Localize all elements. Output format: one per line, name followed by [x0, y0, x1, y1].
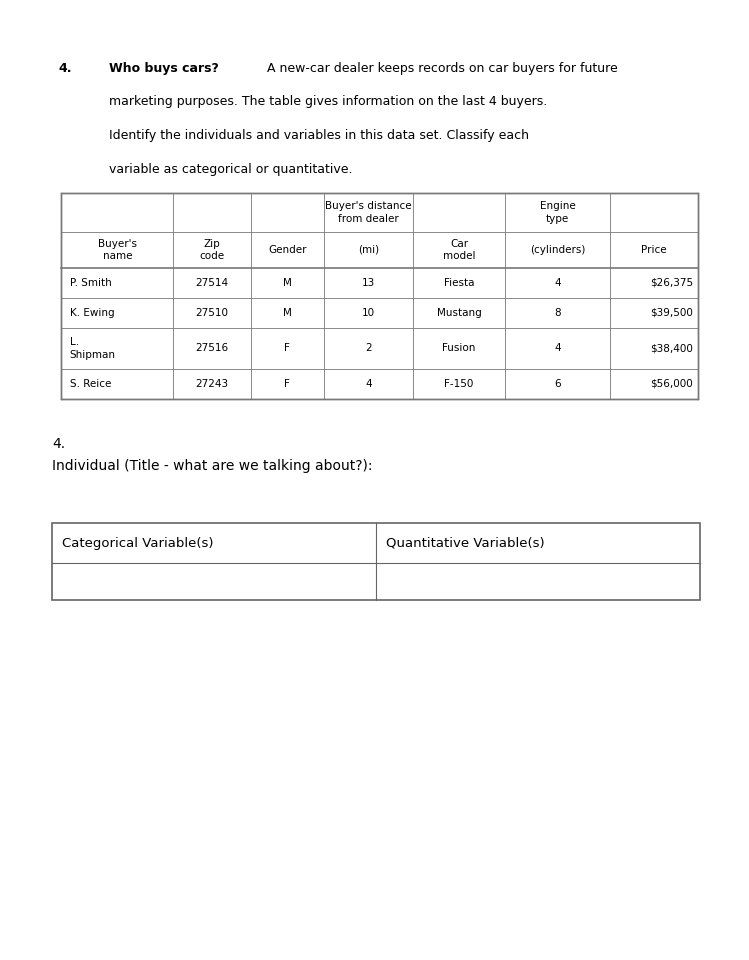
- Text: 6: 6: [554, 379, 561, 389]
- Text: M: M: [283, 308, 291, 318]
- Text: 4: 4: [365, 379, 372, 389]
- Text: Mustang: Mustang: [437, 308, 482, 318]
- Text: $56,000: $56,000: [650, 379, 693, 389]
- Text: 2: 2: [365, 344, 372, 353]
- Text: $39,500: $39,500: [650, 308, 693, 318]
- Text: Fusion: Fusion: [443, 344, 476, 353]
- Text: (cylinders): (cylinders): [530, 245, 585, 255]
- Text: P. Smith: P. Smith: [70, 277, 112, 288]
- Text: 4: 4: [554, 344, 561, 353]
- Text: 27510: 27510: [195, 308, 228, 318]
- Text: Car
model: Car model: [443, 239, 476, 261]
- Text: F: F: [285, 379, 290, 389]
- Text: Gender: Gender: [268, 245, 306, 255]
- Text: (mi): (mi): [358, 245, 379, 255]
- Text: K. Ewing: K. Ewing: [70, 308, 114, 318]
- Text: 27516: 27516: [195, 344, 228, 353]
- Text: Who buys cars?: Who buys cars?: [109, 61, 219, 75]
- Text: 4.: 4.: [58, 61, 72, 75]
- Text: 4.: 4.: [52, 437, 66, 451]
- Text: A new-car dealer keeps records on car buyers for future: A new-car dealer keeps records on car bu…: [267, 61, 618, 75]
- Text: 27243: 27243: [195, 379, 228, 389]
- Text: F-150: F-150: [444, 379, 474, 389]
- Text: Buyer's distance
from dealer: Buyer's distance from dealer: [325, 202, 412, 224]
- Text: Engine
type: Engine type: [539, 202, 575, 224]
- Text: 13: 13: [362, 277, 375, 288]
- Text: 27514: 27514: [195, 277, 228, 288]
- Bar: [61, 193, 698, 399]
- Text: Price: Price: [641, 245, 667, 255]
- Text: Individual (Title - what are we talking about?):: Individual (Title - what are we talking …: [52, 459, 373, 473]
- Text: 10: 10: [362, 308, 375, 318]
- Text: L.
Shipman: L. Shipman: [70, 337, 115, 360]
- Text: 8: 8: [554, 308, 561, 318]
- Text: Categorical Variable(s): Categorical Variable(s): [62, 537, 213, 550]
- Text: S. Reice: S. Reice: [70, 379, 111, 389]
- Text: F: F: [285, 344, 290, 353]
- Text: marketing purposes. The table gives information on the last 4 buyers.: marketing purposes. The table gives info…: [109, 95, 547, 108]
- Text: variable as categorical or quantitative.: variable as categorical or quantitative.: [109, 163, 352, 176]
- Text: $26,375: $26,375: [650, 277, 693, 288]
- Text: 4: 4: [554, 277, 561, 288]
- Text: Buyer's
name: Buyer's name: [98, 239, 137, 261]
- Text: Fiesta: Fiesta: [444, 277, 474, 288]
- Text: Zip
code: Zip code: [199, 239, 225, 261]
- Text: M: M: [283, 277, 291, 288]
- Text: $38,400: $38,400: [650, 344, 693, 353]
- Text: Identify the individuals and variables in this data set. Classify each: Identify the individuals and variables i…: [109, 130, 529, 142]
- Text: Quantitative Variable(s): Quantitative Variable(s): [386, 537, 545, 550]
